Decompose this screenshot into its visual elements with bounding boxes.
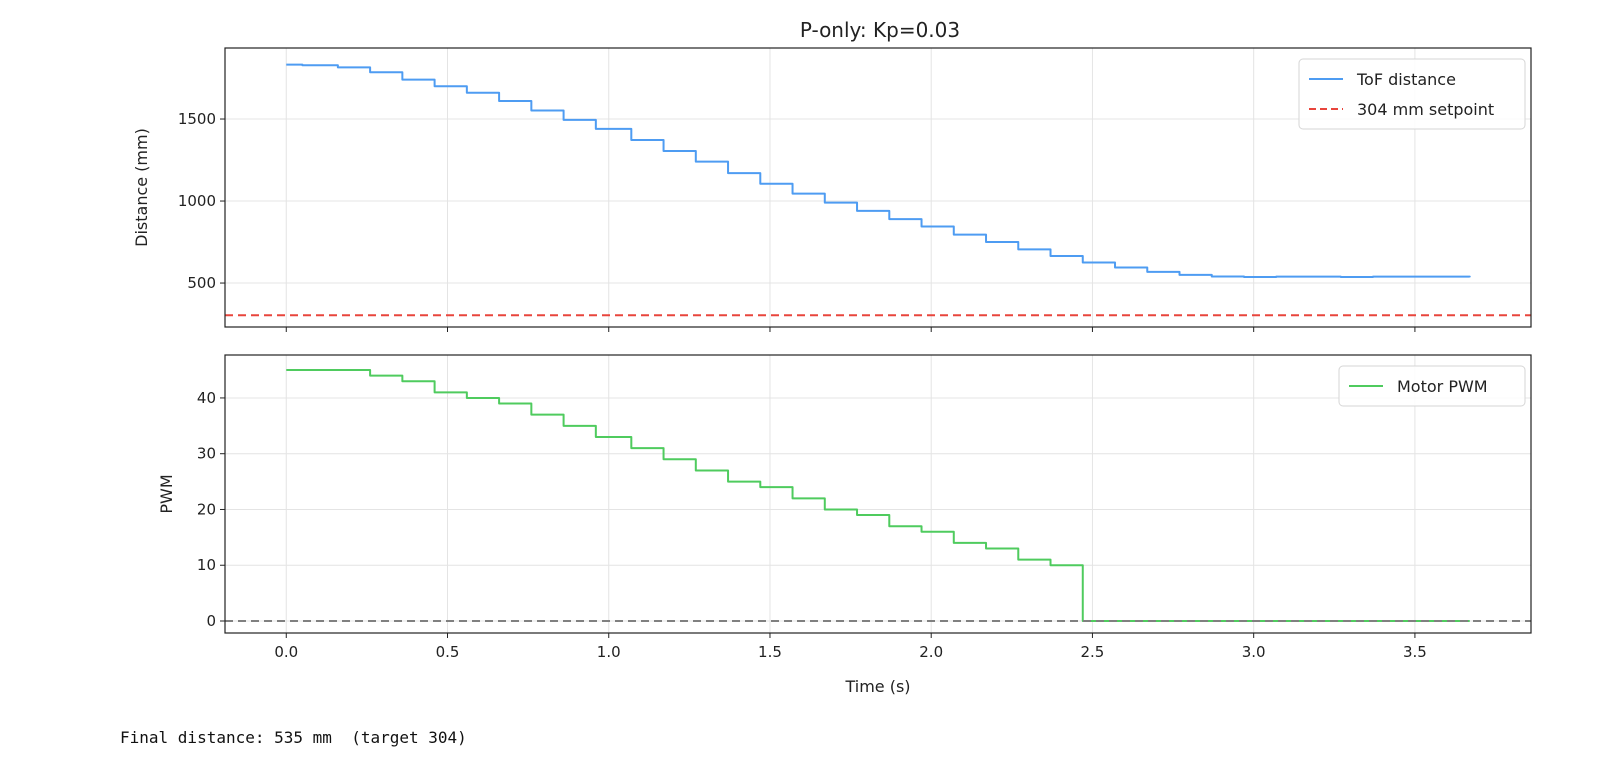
ax2-plot-area [225, 355, 1531, 633]
ax1-y-tick-label: 1000 [178, 192, 216, 210]
ax2-y-tick-label: 20 [197, 500, 216, 518]
ax2-x-tick-label: 1.0 [597, 643, 621, 661]
ax2-legend [1338, 365, 1526, 407]
ax1-legend-label: 304 mm setpoint [1357, 100, 1494, 119]
ax1-series-line-0 [286, 63, 1471, 278]
ax2-x-tick-label: 1.5 [758, 643, 782, 661]
ax2-y-tick-label: 0 [206, 612, 216, 630]
ax2-y-tick-label: 10 [197, 556, 216, 574]
ax1-title: P-only: Kp=0.03 [800, 18, 960, 42]
ax1-y-tick-label: 1500 [178, 110, 216, 128]
ax2-y-tick-label: 40 [197, 389, 216, 407]
ax2-y-tick-label: 30 [197, 445, 216, 463]
ax2-x-tick-label: 2.0 [919, 643, 943, 661]
ax2-y-axis-label: PWM [157, 474, 176, 513]
ax2-x-tick-label: 3.5 [1403, 643, 1427, 661]
ax2-x-tick-label: 0.0 [274, 643, 298, 661]
ax1-legend-label: ToF distance [1356, 70, 1456, 89]
ax2-series-line-0 [286, 369, 1470, 623]
ax2-x-axis-label: Time (s) [844, 677, 910, 696]
ax2-x-tick-label: 2.5 [1081, 643, 1105, 661]
ax1-frame [224, 47, 1532, 328]
cell-output-text: Final distance: 535 mm (target 304) [120, 728, 467, 747]
ax1-y-tick-label: 500 [187, 274, 216, 292]
ax2-x-tick-label: 0.5 [436, 643, 460, 661]
ax2-frame [224, 354, 1532, 634]
ax1-y-axis-label: Distance (mm) [132, 128, 151, 247]
ax2-legend-label: Motor PWM [1397, 377, 1488, 396]
ax1-legend [1298, 58, 1526, 130]
ax2-x-tick-label: 3.0 [1242, 643, 1266, 661]
